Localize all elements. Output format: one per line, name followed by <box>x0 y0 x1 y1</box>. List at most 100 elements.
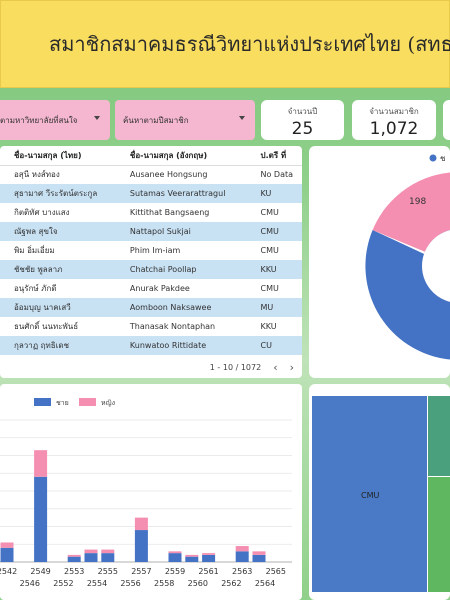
bar-male[interactable] <box>202 554 216 562</box>
table-row[interactable]: ธนศักดิ์ นนทะพันธ์ Thanasak Nontaphan KKU <box>0 317 302 336</box>
cell-english-name: Thanasak Nontaphan <box>129 322 216 331</box>
legend-marker-icon <box>429 154 437 162</box>
cell-english-name: Anurak Pakdee <box>129 284 190 293</box>
member-year-filter-label: ค้นหาตามปีสมาชิก <box>123 115 189 125</box>
bar-female[interactable] <box>101 549 115 554</box>
university-filter[interactable]: ตามหาวิทยาลัยที่สนใจ <box>0 100 110 140</box>
pie-slice-label: 198 <box>409 197 426 207</box>
x-tick-label: 2563 <box>232 567 252 576</box>
cell-thai-name: อสุนี หงส์ทอง <box>14 170 60 180</box>
bar-female[interactable] <box>235 546 249 552</box>
table-row[interactable]: กุลวาฏ ฤทธิเดช Kunwatoo Rittidate CU <box>0 336 302 355</box>
bar-female[interactable] <box>168 551 182 554</box>
member-year-filter[interactable]: ค้นหาตามปีสมาชิก <box>115 100 255 140</box>
chevron-right-icon[interactable]: › <box>289 361 294 374</box>
member-year-bar-chart: ชาย หญิง 2542254925532555255725592561256… <box>0 398 292 588</box>
x-tick-label: 2558 <box>154 579 174 588</box>
member-table-panel: ชื่อ-นามสกุล (ไทย) ชื่อ-นามสกุล (อังกฤษ)… <box>0 146 302 378</box>
cell-thai-name: กิตติทัศ บางแสง <box>14 208 70 217</box>
cell-english-name: Kunwatoo Rittidate <box>115 336 247 355</box>
x-tick-label: 2557 <box>131 567 151 576</box>
bar-male[interactable] <box>235 551 249 562</box>
table-row[interactable]: กิตติทัศ บางแสง Kittithat Bangsaeng CMU <box>0 203 302 222</box>
column-header-bachelor-university[interactable]: ป.ตรี ที่ <box>246 146 302 166</box>
cell-thai-name: ณัฐพล สุขใจ <box>0 222 116 241</box>
cell-bachelor-university: CMU <box>260 284 279 293</box>
legend-female-label: หญิง <box>101 399 115 407</box>
x-tick-label: 2542 <box>0 567 17 576</box>
x-tick-label: 2561 <box>198 567 218 576</box>
legend-female-swatch <box>79 398 96 406</box>
x-tick-label: 2559 <box>165 567 185 576</box>
bar-male[interactable] <box>0 547 14 562</box>
table-row[interactable]: อ้อมบุญ นาคเสวี Aomboon Naksawee MU <box>0 298 302 317</box>
table-row[interactable]: พิม อิ่มเอี่ยม Phim Im-iam CMU <box>0 241 302 260</box>
x-tick-label: 2556 <box>120 579 140 588</box>
kpi-extra <box>443 100 450 140</box>
table-row[interactable]: อสุนี หงส์ทอง Ausanee Hongsung No Data <box>0 165 302 184</box>
chevron-down-icon <box>239 116 245 120</box>
cell-english-name: Phim Im-iam <box>129 246 181 255</box>
bar-male[interactable] <box>84 553 98 562</box>
dashboard-header: สมาชิกสมาคมธรณีวิทยาแห่งประเทศไทย (สทธ.) <box>0 0 450 88</box>
university-filter-label: ตามหาวิทยาลัยที่สนใจ <box>0 115 78 125</box>
cell-english-name: Kittithat Bangsaeng <box>129 208 210 217</box>
kpi-members: จำนวนสมาชิก 1,072 <box>352 100 436 140</box>
bar-female[interactable] <box>0 542 14 548</box>
table-row[interactable]: อนุรักษ์ ภักดี Anurak Pakdee CMU <box>0 279 302 298</box>
cell-english-name: Sutamas Veerarattragul <box>115 184 247 203</box>
x-tick-label: 2564 <box>255 579 275 588</box>
kpi-members-value: 1,072 <box>369 119 419 139</box>
x-tick-label: 2552 <box>53 579 73 588</box>
bar-male[interactable] <box>134 530 148 562</box>
university-treemap-panel: CMU <box>309 384 450 600</box>
pie-slice-female[interactable] <box>372 172 450 266</box>
bar-male[interactable] <box>67 556 81 562</box>
pie-legend-label: ช <box>440 154 446 163</box>
cell-bachelor-university: MU <box>246 298 302 317</box>
cell-bachelor-university: KKU <box>260 322 277 331</box>
bar-male[interactable] <box>101 553 115 562</box>
cell-thai-name: ชัชชัย พูลลาภ <box>0 260 116 279</box>
legend-male-label: ชาย <box>56 399 69 407</box>
column-header-english-name[interactable]: ชื่อ-นามสกุล (อังกฤษ) <box>115 146 247 166</box>
treemap-cell-3[interactable] <box>428 477 450 592</box>
bar-male[interactable] <box>168 553 182 562</box>
bar-female[interactable] <box>84 549 98 554</box>
table-pagination: 1 - 10 / 1072 ‹ › <box>210 361 294 374</box>
table-row[interactable]: ชัชชัย พูลลาภ Chatchai Poollap KKU <box>0 260 302 279</box>
column-header-thai-name[interactable]: ชื่อ-นามสกุล (ไทย) <box>0 146 116 166</box>
cell-bachelor-university: KKU <box>246 260 302 279</box>
cell-thai-name: ธนศักดิ์ นนทะพันธ์ <box>14 322 79 331</box>
x-tick-label: 2554 <box>87 579 107 588</box>
kpi-members-label: จำนวนสมาชิก <box>369 107 419 116</box>
member-year-bar-panel: ชาย หญิง 2542254925532555255725592561256… <box>0 384 302 600</box>
bar-female[interactable] <box>202 553 216 555</box>
bar-female[interactable] <box>252 551 266 555</box>
kpi-years-value: 25 <box>291 119 314 139</box>
bar-female[interactable] <box>67 554 81 557</box>
bar-female[interactable] <box>34 450 48 477</box>
member-table: ชื่อ-นามสกุล (ไทย) ชื่อ-นามสกุล (อังกฤษ)… <box>0 146 302 355</box>
bar-male[interactable] <box>252 554 266 562</box>
chevron-left-icon[interactable]: ‹ <box>273 361 278 374</box>
bar-male[interactable] <box>185 556 199 562</box>
treemap-cell-cmu[interactable] <box>312 396 427 592</box>
cell-english-name: Chatchai Poollap <box>115 260 247 279</box>
pie-hole <box>422 230 450 302</box>
treemap-cell-2[interactable] <box>428 396 450 476</box>
x-tick-label: 2549 <box>30 567 50 576</box>
bar-female[interactable] <box>134 517 148 531</box>
bar-male[interactable] <box>34 476 48 562</box>
cell-thai-name: อ้อมบุญ นาคเสวี <box>0 298 116 317</box>
cell-thai-name: พิม อิ่มเอี่ยม <box>14 246 55 255</box>
kpi-years: จำนวนปี 25 <box>261 100 344 140</box>
x-tick-label: 2555 <box>98 567 118 576</box>
table-row[interactable]: สุธามาศ วีระรัตน์ตระกูล Sutamas Veeraratt… <box>0 184 302 203</box>
cell-bachelor-university: CMU <box>246 222 302 241</box>
table-header-row: ชื่อ-นามสกุล (ไทย) ชื่อ-นามสกุล (อังกฤษ)… <box>0 146 302 166</box>
table-row[interactable]: ณัฐพล สุขใจ Nattapol Sukjai CMU <box>0 222 302 241</box>
bar-female[interactable] <box>185 554 199 557</box>
cell-english-name: Nattapol Sukjai <box>115 222 247 241</box>
x-tick-label: 2562 <box>221 579 241 588</box>
